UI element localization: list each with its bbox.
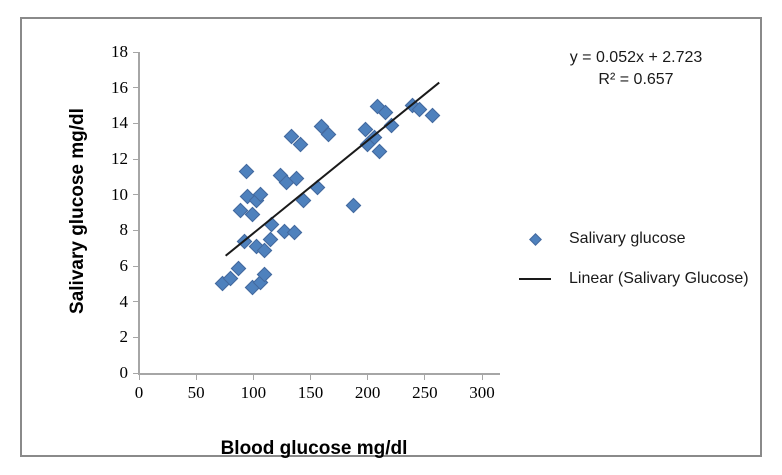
data-point bbox=[425, 107, 441, 124]
y-tick-mark bbox=[133, 87, 138, 89]
y-tick-mark bbox=[133, 336, 138, 338]
x-tick-label: 50 bbox=[187, 383, 205, 402]
x-tick-mark bbox=[195, 375, 197, 380]
y-tick-label: 0 bbox=[119, 363, 129, 382]
trendline-equation: y = 0.052x + 2.723 R² = 0.657 bbox=[526, 47, 746, 91]
x-tick-mark bbox=[424, 375, 426, 380]
legend-label: Linear (Salivary Glucose) bbox=[569, 270, 749, 287]
y-tick-label: 2 bbox=[119, 327, 129, 347]
data-point bbox=[371, 144, 387, 160]
x-tick-label: 300 bbox=[469, 383, 495, 402]
y-tick-label: 12 bbox=[111, 149, 128, 168]
y-axis-title: Salivary glucose mg/dl bbox=[67, 108, 88, 314]
y-tick-mark bbox=[133, 194, 138, 196]
y-tick-label: 16 bbox=[111, 77, 128, 97]
legend-label: Salivary glucose bbox=[569, 230, 686, 247]
x-axis-line bbox=[138, 373, 500, 375]
line-marker-icon bbox=[519, 278, 551, 280]
diamond-marker-icon bbox=[529, 233, 542, 246]
x-axis-title: Blood glucose mg/dl bbox=[220, 438, 408, 459]
y-tick-mark bbox=[133, 51, 138, 53]
x-tick-label: 250 bbox=[412, 383, 438, 402]
y-axis-line bbox=[138, 52, 140, 374]
y-tick-mark bbox=[133, 158, 138, 160]
data-point bbox=[346, 197, 362, 214]
chart-frame: 0 50 100 150 200 250 300 0 2 4 6 8 10 12 14 16 18 y = 0.… bbox=[20, 17, 762, 459]
y-tick-mark bbox=[133, 229, 138, 231]
x-tick-mark bbox=[481, 375, 483, 380]
y-tick-label: 8 bbox=[119, 220, 129, 240]
y-tick-label: 18 bbox=[111, 42, 128, 61]
x-tick-mark bbox=[138, 375, 140, 380]
y-tick-label: 14 bbox=[111, 113, 128, 133]
x-tick-label: 200 bbox=[354, 383, 381, 402]
trend-line bbox=[224, 81, 440, 257]
r-squared-text: R² = 0.657 bbox=[598, 71, 674, 88]
data-point bbox=[286, 224, 303, 240]
y-tick-label: 6 bbox=[119, 256, 129, 275]
x-tick-mark bbox=[252, 375, 254, 380]
data-point bbox=[238, 163, 255, 180]
x-tick-label: 150 bbox=[297, 383, 324, 402]
y-tick-mark bbox=[133, 301, 138, 303]
y-tick-mark bbox=[133, 265, 138, 267]
x-tick-mark bbox=[367, 375, 369, 380]
x-tick-label: 100 bbox=[240, 383, 267, 402]
y-tick-mark bbox=[133, 372, 138, 374]
y-tick-mark bbox=[133, 122, 138, 124]
equation-text: y = 0.052x + 2.723 bbox=[569, 49, 703, 66]
x-tick-label: 0 bbox=[134, 383, 144, 402]
y-tick-label: 10 bbox=[111, 184, 128, 204]
y-tick-label: 4 bbox=[119, 291, 129, 311]
x-tick-mark bbox=[310, 375, 311, 380]
